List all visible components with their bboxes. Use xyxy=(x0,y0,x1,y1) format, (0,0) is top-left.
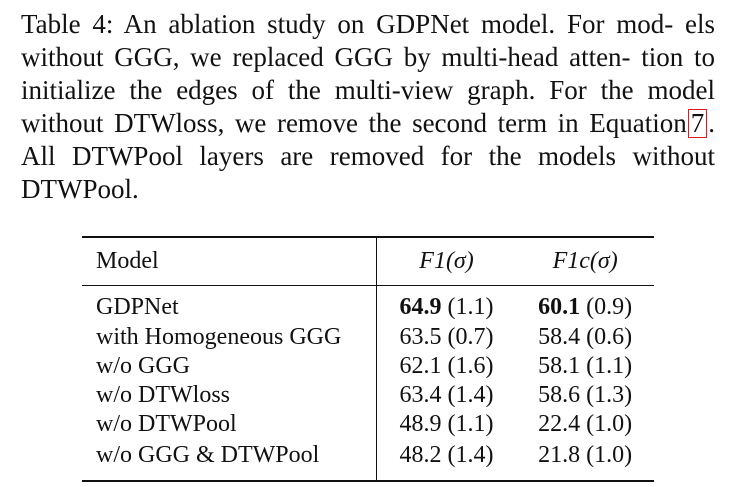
cell-f1c-value: 60.1 xyxy=(538,294,581,320)
cell-f1c-std: (0.9) xyxy=(586,294,633,320)
table-row: w/o GGG 62.1 (1.6) 58.1 (1.1) xyxy=(82,352,654,381)
cell-f1: 62.1 (1.6) xyxy=(376,352,516,381)
cell-f1c-value: 22.4 xyxy=(538,411,581,437)
header-model: Model xyxy=(82,237,377,286)
cell-f1: 48.9 (1.1) xyxy=(376,410,516,439)
cell-model: with Homogeneous GGG xyxy=(82,323,377,352)
header-f1: F1(σ) xyxy=(419,248,474,274)
cell-f1c-std: (1.1) xyxy=(586,353,633,379)
table-row: with Homogeneous GGG 63.5 (0.7) 58.4 (0.… xyxy=(82,323,654,352)
cell-f1: 64.9 (1.1) xyxy=(376,286,516,324)
cell-f1c: 22.4 (1.0) xyxy=(516,410,654,439)
cell-f1c: 21.8 (1.0) xyxy=(516,439,654,481)
cell-f1: 63.5 (0.7) xyxy=(376,323,516,352)
table-body: GDPNet 64.9 (1.1) 60.1 (0.9) with Homoge… xyxy=(82,285,654,481)
cell-model: w/o GGG & DTWPool xyxy=(82,439,377,481)
cell-f1c-std: (1.0) xyxy=(586,442,633,468)
table-row: w/o GGG & DTWPool 48.2 (1.4) 21.8 (1.0) xyxy=(82,439,654,481)
cell-f1-std: (1.1) xyxy=(447,411,494,437)
cell-f1c: 58.6 (1.3) xyxy=(516,381,654,410)
cell-f1-std: (0.7) xyxy=(447,324,494,350)
cell-f1-value: 64.9 xyxy=(399,294,442,320)
table-row: GDPNet 64.9 (1.1) 60.1 (0.9) xyxy=(82,285,654,324)
table-caption: Table 4: An ablation study on GDPNet mod… xyxy=(21,8,715,206)
cell-f1c: 58.4 (0.6) xyxy=(516,323,654,352)
cell-f1: 63.4 (1.4) xyxy=(376,381,516,410)
cell-model: w/o GGG xyxy=(82,352,377,381)
cell-model: GDPNet xyxy=(82,285,377,323)
ablation-table: Model F1(σ) F1c(σ) GDPNet 64.9 (1.1) 60.… xyxy=(82,236,654,482)
cell-f1c-value: 21.8 xyxy=(538,442,581,468)
caption-line-6: without DTWPool. xyxy=(21,141,716,204)
cell-f1c-value: 58.6 xyxy=(538,382,581,408)
cell-f1-value: 48.2 xyxy=(399,442,442,468)
table-row: w/o DTWPool 48.9 (1.1) 22.4 (1.0) xyxy=(82,410,654,439)
caption-line-1: Table 4: An ablation study on GDPNet mod… xyxy=(21,9,674,39)
header-row: Model F1(σ) F1c(σ) xyxy=(82,237,654,286)
cell-f1c: 60.1 (0.9) xyxy=(516,286,654,324)
cell-f1c: 58.1 (1.1) xyxy=(516,352,654,381)
cell-f1-std: (1.6) xyxy=(447,353,494,379)
table-header: Model F1(σ) F1c(σ) xyxy=(82,237,654,286)
caption-line-4: model without DTWloss, we remove the sec… xyxy=(21,75,716,138)
caption-line-5-start: Equation xyxy=(589,108,687,138)
ablation-table-container: Model F1(σ) F1c(σ) GDPNet 64.9 (1.1) 60.… xyxy=(82,236,654,482)
cell-f1c-std: (1.0) xyxy=(586,411,633,437)
cell-f1c-value: 58.4 xyxy=(538,324,581,350)
cell-model: w/o DTWloss xyxy=(82,381,377,410)
cell-f1-value: 63.4 xyxy=(399,382,442,408)
table-row: w/o DTWloss 63.4 (1.4) 58.6 (1.3) xyxy=(82,381,654,410)
cell-f1c-std: (1.3) xyxy=(586,382,633,408)
cell-f1: 48.2 (1.4) xyxy=(376,439,516,481)
caption-line-5-end: . All DTWPool layers are removed for the… xyxy=(21,108,715,171)
cell-model: w/o DTWPool xyxy=(82,410,377,439)
cell-f1c-std: (0.6) xyxy=(586,324,633,350)
equation-reference-link[interactable]: 7 xyxy=(687,109,708,138)
caption-line-3: tion to initialize the edges of the mult… xyxy=(21,42,715,105)
header-f1c: F1c(σ) xyxy=(552,248,618,274)
cell-f1c-value: 58.1 xyxy=(538,353,581,379)
cell-f1-std: (1.4) xyxy=(447,442,494,468)
cell-f1-value: 63.5 xyxy=(399,324,442,350)
caption-line-2: els without GGG, we replaced GGG by mult… xyxy=(21,9,716,72)
cell-f1-std: (1.4) xyxy=(447,382,494,408)
cell-f1-value: 48.9 xyxy=(399,411,442,437)
cell-f1-std: (1.1) xyxy=(447,294,494,320)
cell-f1-value: 62.1 xyxy=(399,353,442,379)
